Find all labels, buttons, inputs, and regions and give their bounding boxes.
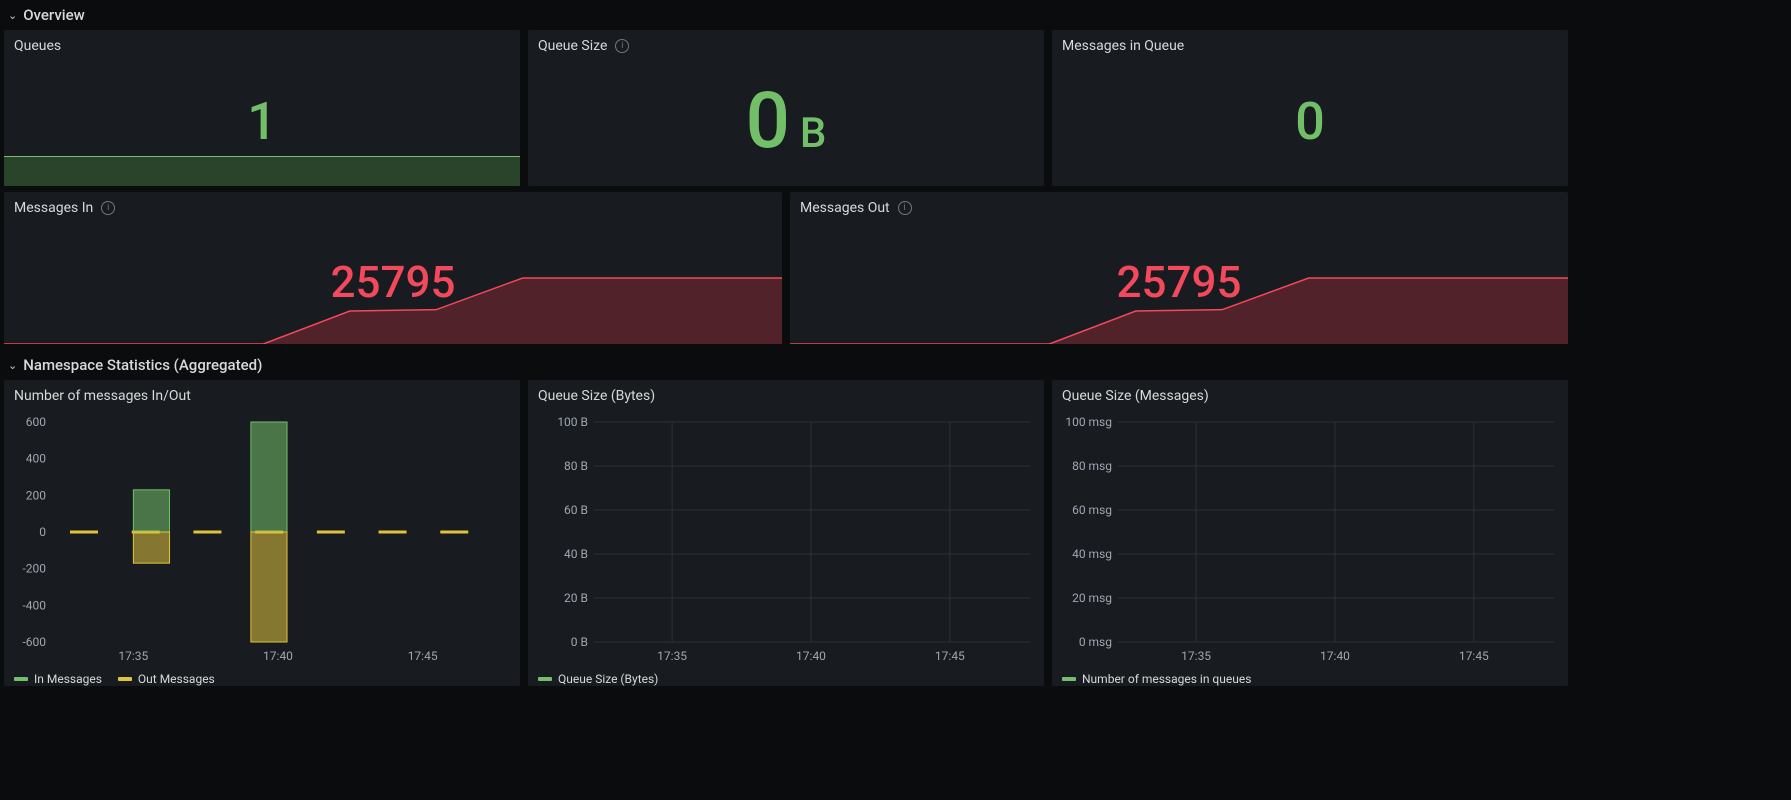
stat-value-messages-in: 25795 [330, 260, 455, 304]
chart-qs-bytes: 100 B 80 B 60 B 40 B 20 B 0 B 17:35 17:40 17:45 [538, 414, 1034, 668]
panel-queue-size[interactable]: Queue Size i 0 B [528, 30, 1044, 186]
svg-text:17:40: 17:40 [796, 649, 826, 663]
svg-text:-600: -600 [22, 635, 46, 649]
section-header-namespace[interactable]: ⌄ Namespace Statistics (Aggregated) [0, 350, 1791, 380]
stat-value-queues: 1 [247, 96, 277, 148]
panel-queues[interactable]: Queues 1 [4, 30, 520, 186]
panel-title: Queue Size (Messages) [1062, 388, 1209, 404]
panel-messages-in[interactable]: Messages In i 25795 [4, 192, 782, 344]
svg-text:17:40: 17:40 [263, 649, 293, 663]
svg-text:60 msg: 60 msg [1072, 503, 1112, 517]
svg-text:80 B: 80 B [564, 459, 588, 473]
legend-label: Queue Size (Bytes) [558, 672, 658, 686]
svg-text:0 B: 0 B [571, 635, 588, 649]
svg-text:600: 600 [26, 415, 46, 429]
stat-value-messages-out: 25795 [1116, 260, 1241, 304]
panel-title: Queue Size [538, 38, 607, 54]
svg-text:100 msg: 100 msg [1065, 415, 1112, 429]
panel-title: Queues [14, 38, 61, 54]
svg-text:80 msg: 80 msg [1072, 459, 1112, 473]
chevron-down-icon: ⌄ [8, 9, 17, 22]
svg-text:60 B: 60 B [564, 503, 588, 517]
panel-qs-msgs-chart[interactable]: Queue Size (Messages) 100 msg 80 msg 60 ms… [1052, 380, 1568, 686]
chart-inout: 600 400 200 0 -200 -400 -600 17:35 17:40 17:45 [14, 414, 510, 668]
legend-item[interactable]: In Messages [14, 672, 102, 686]
legend-item[interactable]: Out Messages [118, 672, 215, 686]
stat-value-queue-size: 0 [746, 83, 790, 161]
svg-text:20 B: 20 B [564, 591, 588, 605]
legend-label: Number of messages in queues [1082, 672, 1251, 686]
panel-qs-bytes-chart[interactable]: Queue Size (Bytes) 100 B 80 B 60 B 40 B 20 B… [528, 380, 1044, 686]
panel-title: Messages Out [800, 200, 890, 216]
section-title: Overview [23, 6, 85, 24]
svg-text:20 msg: 20 msg [1072, 591, 1112, 605]
stat-value-messages-in-queue: 0 [1295, 96, 1325, 148]
stat-unit-queue-size: B [800, 109, 827, 158]
svg-text:17:35: 17:35 [1181, 649, 1211, 663]
svg-text:17:35: 17:35 [118, 649, 148, 663]
svg-text:-400: -400 [22, 598, 46, 612]
section-header-overview[interactable]: ⌄ Overview [0, 0, 1791, 30]
svg-text:100 B: 100 B [557, 415, 588, 429]
info-icon[interactable]: i [101, 201, 115, 215]
svg-text:200: 200 [26, 488, 46, 502]
panel-messages-out[interactable]: Messages Out i 25795 [790, 192, 1568, 344]
info-icon[interactable]: i [615, 39, 629, 53]
chevron-down-icon: ⌄ [8, 359, 17, 372]
svg-text:400: 400 [26, 452, 46, 466]
section-title: Namespace Statistics (Aggregated) [23, 356, 262, 374]
panel-title: Messages In [14, 200, 93, 216]
panel-title: Number of messages In/Out [14, 388, 191, 404]
sparkline-queues [4, 156, 520, 186]
svg-text:0 msg: 0 msg [1079, 635, 1112, 649]
panel-title: Messages in Queue [1062, 38, 1184, 54]
panel-title: Queue Size (Bytes) [538, 388, 655, 404]
svg-text:40 msg: 40 msg [1072, 547, 1112, 561]
svg-text:17:45: 17:45 [1459, 649, 1489, 663]
svg-text:17:40: 17:40 [1320, 649, 1350, 663]
svg-text:40 B: 40 B [564, 547, 588, 561]
svg-text:-200: -200 [22, 562, 46, 576]
panel-messages-in-queue[interactable]: Messages in Queue 0 [1052, 30, 1568, 186]
svg-text:17:45: 17:45 [935, 649, 965, 663]
svg-text:17:45: 17:45 [408, 649, 438, 663]
info-icon[interactable]: i [898, 201, 912, 215]
svg-text:17:35: 17:35 [657, 649, 687, 663]
chart-qs-msgs: 100 msg 80 msg 60 msg 40 msg 20 msg 0 msg 17:3… [1062, 414, 1558, 668]
panel-inout-chart[interactable]: Number of messages In/Out 600 400 200 0 -200… [4, 380, 520, 686]
legend-label: Out Messages [138, 672, 215, 686]
legend-item[interactable]: Number of messages in queues [1062, 672, 1251, 686]
legend-item[interactable]: Queue Size (Bytes) [538, 672, 658, 686]
svg-text:0: 0 [39, 525, 46, 539]
legend-label: In Messages [34, 672, 102, 686]
